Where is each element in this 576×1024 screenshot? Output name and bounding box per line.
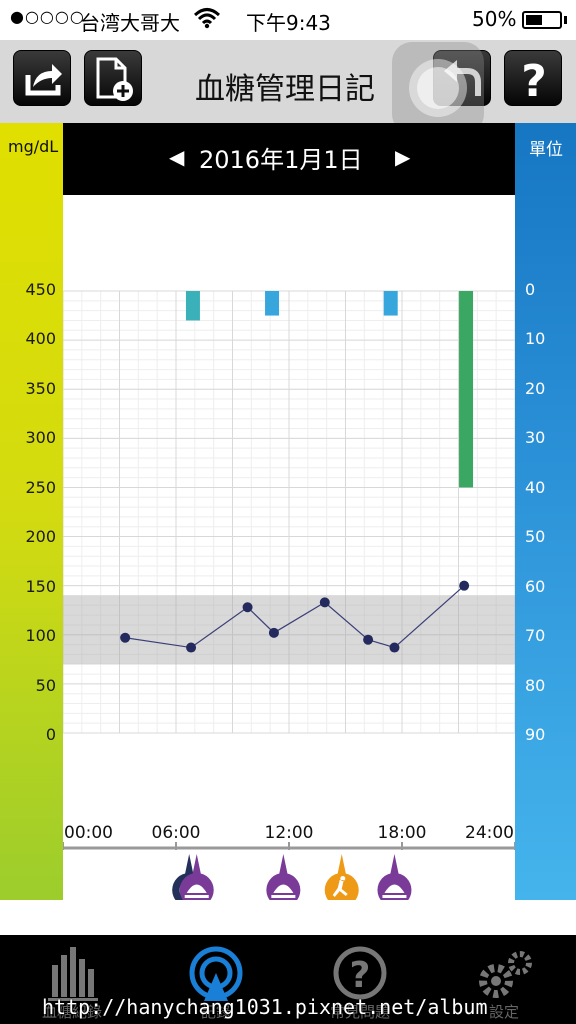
glucose-point [319,597,330,608]
help-icon: ? [521,56,547,107]
insulin-tick: 40 [525,478,546,497]
glucose-point [459,580,470,591]
glucose-point [186,642,197,653]
help-circle-icon: ? [333,946,387,1000]
glucose-tick: 50 [35,676,56,695]
glucose-point [120,632,131,643]
chart-canvas: 00:00 06:00 12:00 18:00 24:00 [63,290,515,900]
carrier-name: 台湾大哥大 [80,11,180,35]
glucose-chart[interactable]: 00:00 06:00 12:00 18:00 24:00 [63,195,515,900]
watermark: http://hanychang1031.pixnet.net/album [42,995,488,1019]
tab-log[interactable]: 記錄 [144,935,288,1024]
tab-faq-label: 常見問題 [329,1003,390,1021]
insulin-axis-bar: 單位 0 10 20 30 40 50 60 70 80 90 [515,123,576,900]
glucose-unit-label: mg/dL [8,137,59,156]
time-tick-label: 06:00 [152,823,201,843]
time-tick-label: 24:00 [465,823,514,843]
meal-icon[interactable] [377,854,412,900]
previous-day-button[interactable]: ◀ [169,145,185,169]
glucose-tick: 250 [25,478,56,497]
insulin-tick: 20 [525,379,546,398]
glucose-tick: 450 [25,280,56,299]
bar-chart-icon [48,947,98,1001]
insulin-tick: 10 [525,329,546,348]
insulin-bar [265,291,280,316]
status-bar: ●○○○○ 台湾大哥大 下午9:43 50% [0,0,576,40]
page-title: 血糖管理日記 [195,72,375,107]
glucose-point [389,642,400,653]
help-button[interactable]: ? [504,50,562,107]
svg-text:?: ? [350,955,371,996]
insulin-unit-label: 單位 [529,140,563,160]
tab-settings-label: 設定 [488,1003,519,1021]
glucose-point [363,634,374,645]
insulin-tick: 80 [525,676,546,695]
glucose-tick: 100 [25,626,56,645]
svg-text:?: ? [521,56,547,107]
time-tick-label: 00:00 [64,823,113,843]
new-document-icon [96,57,133,101]
insulin-bar [459,291,474,488]
tab-records[interactable]: 血糖紀錄 [0,935,144,1024]
insulin-tick: 30 [525,428,546,447]
glucose-point [268,627,279,638]
insulin-tick: 90 [525,725,546,744]
insulin-tick: 60 [525,577,546,596]
share-icon [25,64,62,96]
bottom-tab-bar: 血糖紀錄 記錄 ? 常見問題 設定 [0,935,576,1024]
battery-icon [522,11,562,29]
time-tick-label: 18:00 [378,823,427,843]
glucose-tick: 300 [25,428,56,447]
insulin-bar [185,291,200,321]
signal-strength: ●○○○○ [10,7,85,26]
broadcast-icon [189,946,243,1001]
tab-faq[interactable]: ? 常見問題 [288,935,432,1024]
tab-settings[interactable]: 設定 [432,935,576,1024]
battery-percent: 50% [472,7,517,31]
wifi-icon [193,7,221,34]
time-tick-label: 12:00 [265,823,314,843]
glucose-tick: 350 [25,379,56,398]
exercise-icon[interactable] [324,854,359,900]
tab-log-label: 記錄 [200,1003,231,1021]
share-button[interactable] [13,50,71,106]
glucose-tick: 0 [45,725,56,744]
gear-icon [479,951,532,998]
insulin-tick: 50 [525,527,546,546]
next-day-button[interactable]: ▶ [395,145,411,169]
glucose-tick: 150 [25,577,56,596]
assistive-touch-button[interactable] [392,42,484,134]
glucose-axis-bar: mg/dL 450 400 350 300 250 200 150 100 50… [0,123,63,900]
current-date[interactable]: 2016年1月1日 [199,146,363,174]
meal-icon[interactable] [179,854,214,900]
battery-tip [564,16,567,24]
new-document-button[interactable] [84,50,142,106]
glucose-tick: 400 [25,329,56,348]
glucose-tick: 200 [25,527,56,546]
insulin-bar [383,291,398,316]
insulin-tick: 70 [525,626,546,645]
glucose-point [242,602,253,613]
meal-icon[interactable] [266,854,301,900]
insulin-tick: 0 [525,280,536,299]
clock-time: 下午9:43 [246,11,331,35]
tab-records-label: 血糖紀錄 [41,1003,102,1021]
target-range-band [63,595,515,665]
date-navigator: ◀ 2016年1月1日 ▶ [63,123,515,195]
app-header: 血糖管理日記 ? [0,40,576,134]
